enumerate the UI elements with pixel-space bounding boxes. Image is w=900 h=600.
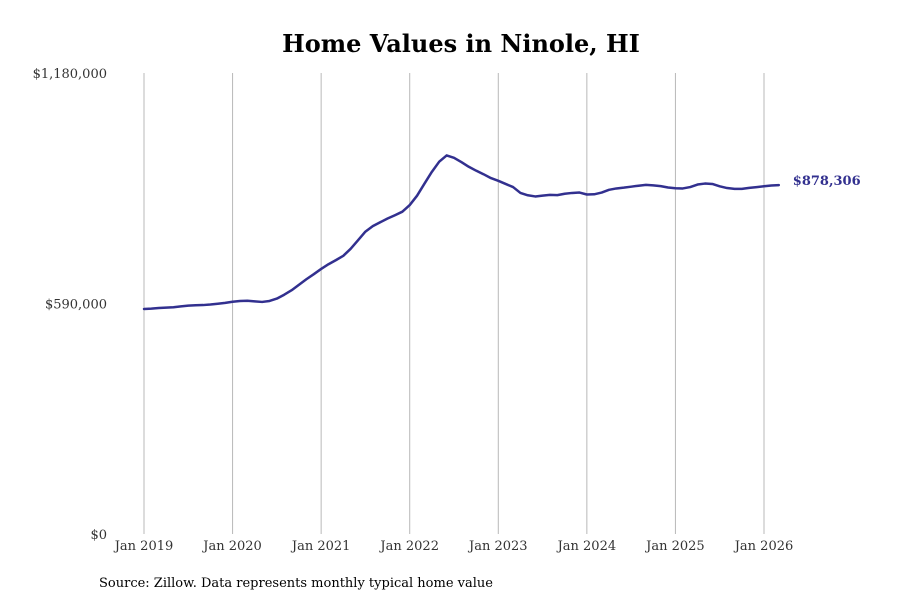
x-tick-label-4: Jan 2023 [467,539,528,554]
series-layer: $878,306 [142,154,861,311]
y-axis-ticks: $0 $590,000 $1,180,000 [33,67,107,543]
series-line-0 [142,154,781,311]
series-end-label-0: $878,306 [793,174,861,189]
x-tick-label-2: Jan 2021 [290,539,351,554]
x-tick-label-1: Jan 2020 [201,539,262,554]
x-tick-label-6: Jan 2025 [644,539,705,554]
y-tick-label-2: $1,180,000 [33,67,107,82]
source-note: Source: Zillow. Data represents monthly … [99,576,493,591]
x-tick-label-0: Jan 2019 [113,539,174,554]
x-axis-ticks: Jan 2019 Jan 2020 Jan 2021 Jan 2022 Jan 2023… [113,539,794,554]
gridlines [143,73,765,534]
y-tick-label-1: $590,000 [45,298,107,313]
chart-title: Home Values in Ninole, HI [282,29,640,58]
x-tick-label-3: Jan 2022 [378,539,439,554]
x-tick-label-5: Jan 2024 [556,539,617,554]
x-tick-label-7: Jan 2026 [733,539,794,554]
y-tick-label-0: $0 [90,528,107,543]
